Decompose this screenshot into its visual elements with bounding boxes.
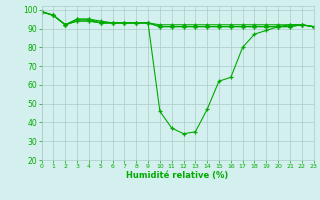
- X-axis label: Humidité relative (%): Humidité relative (%): [126, 171, 229, 180]
